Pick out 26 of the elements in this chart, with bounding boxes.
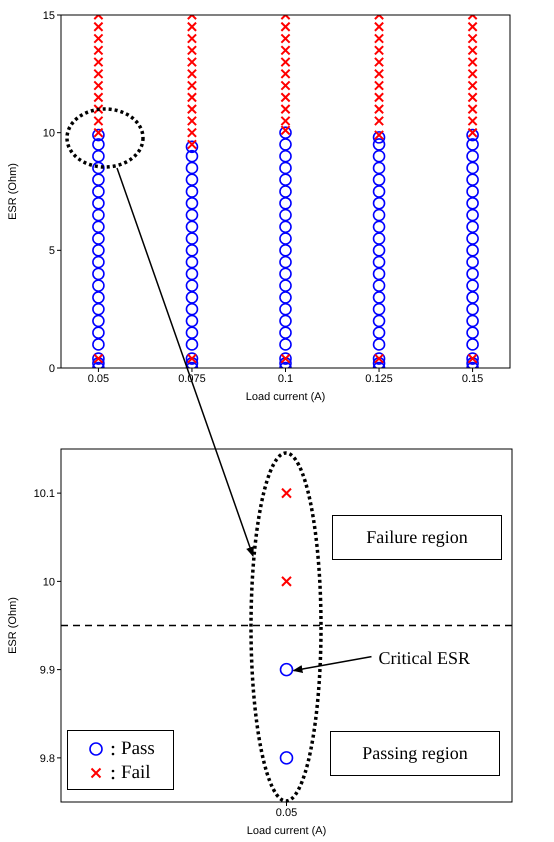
x-tick-label: 0.15	[462, 372, 484, 385]
point	[280, 751, 294, 765]
legend-label: Pass	[121, 737, 155, 761]
y-axis-title: ESR (Ohm)	[6, 597, 19, 654]
point	[280, 662, 294, 676]
annotation: Critical ESR	[378, 648, 470, 669]
y-tick-label: 5	[48, 245, 55, 258]
y-tick-label: 10.1	[34, 488, 55, 500]
y-tick-label: 9.8	[40, 752, 55, 765]
x-axis-title: Load current (A)	[246, 825, 326, 837]
point	[281, 576, 292, 587]
x-tick-label: 0.125	[365, 372, 393, 385]
point	[281, 488, 292, 499]
y-tick-label: 10	[42, 128, 55, 140]
annotation: Passing region	[330, 731, 500, 776]
y-tick-label: 0	[48, 362, 55, 375]
x-axis-title: Load current (A)	[246, 391, 326, 403]
y-tick-label: 9.9	[40, 664, 55, 677]
y-tick-label: 15	[42, 10, 55, 22]
x-tick-label: 0.05	[88, 372, 110, 385]
annotation: Failure region	[332, 515, 502, 560]
x-tick-label: 0.05	[276, 806, 298, 819]
x-tick-label: 0.1	[278, 372, 294, 385]
y-axis-title: ESR (Ohm)	[6, 163, 19, 220]
y-tick-label: 10	[42, 576, 55, 588]
legend-label: Fail	[121, 761, 151, 785]
